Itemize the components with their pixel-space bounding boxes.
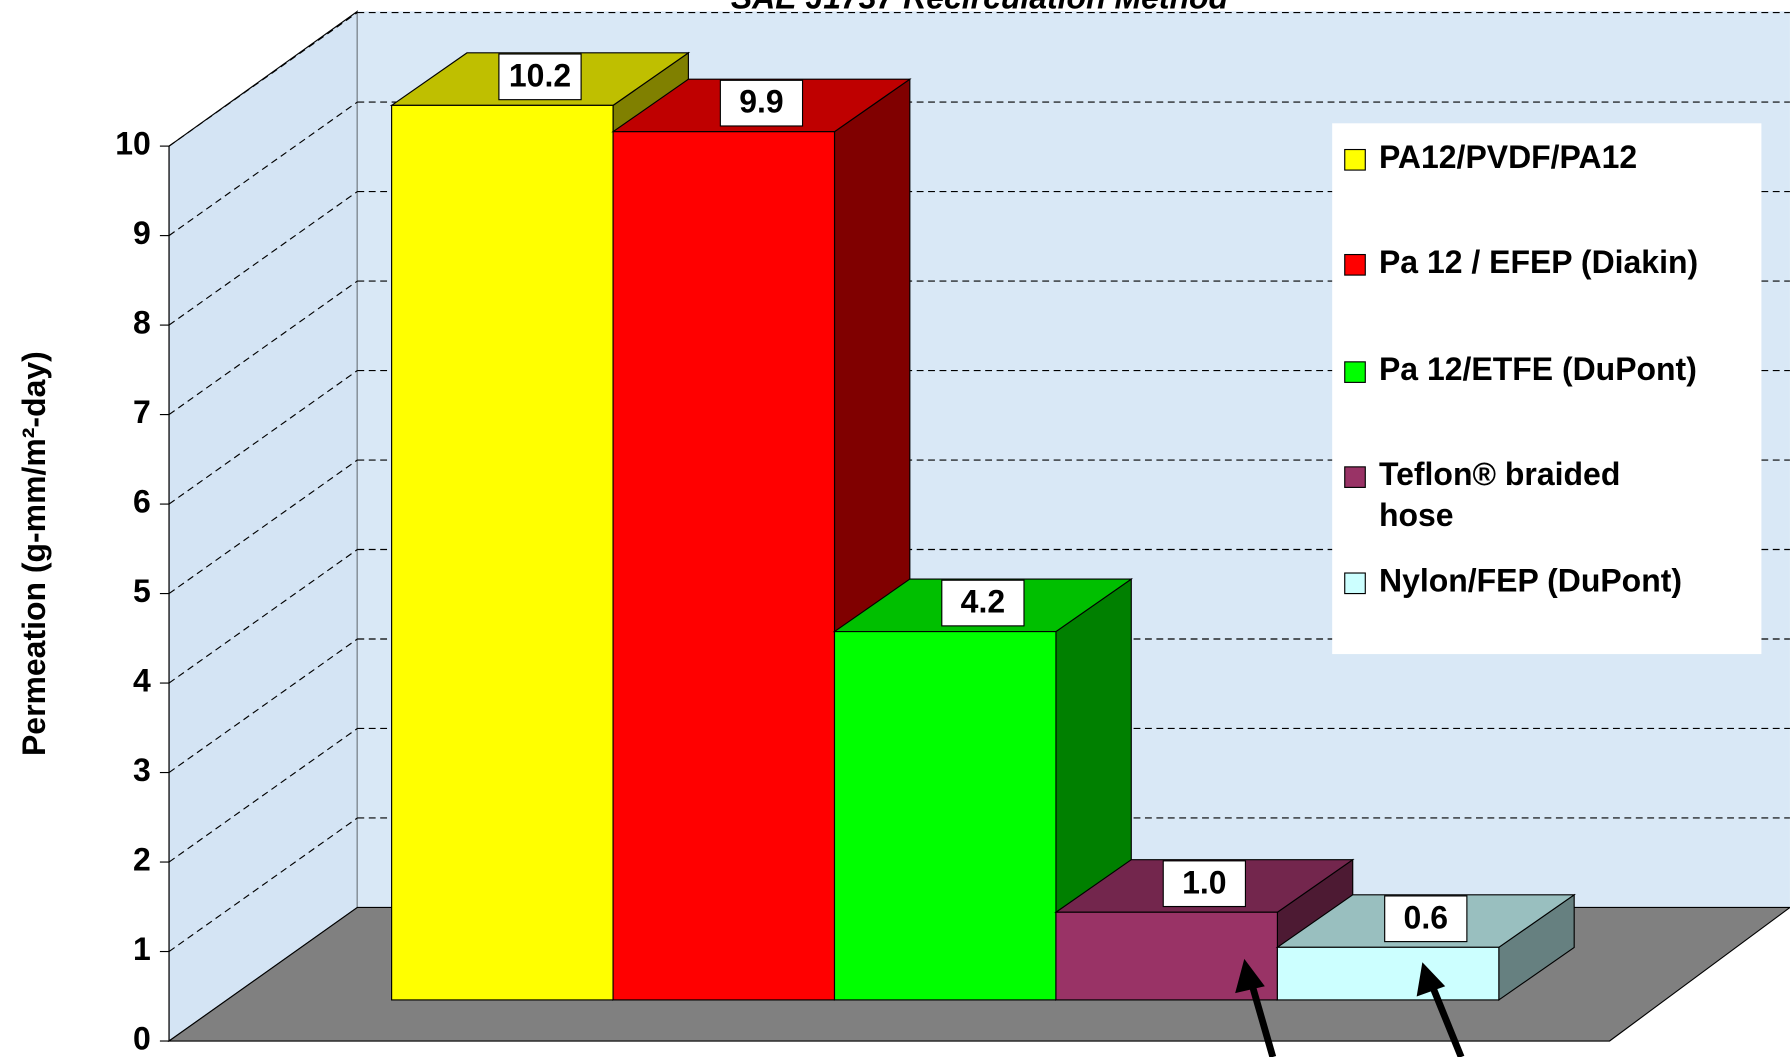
data-label-box (498, 53, 582, 101)
y-tick-label: 5 (133, 573, 151, 609)
legend-label: Nylon/FEP (DuPont) (1378, 562, 1683, 599)
legend-label: PA12/PVDF/PA12 (1378, 139, 1638, 175)
legend (1332, 123, 1762, 655)
grid-line (168, 817, 358, 952)
grid-line (168, 459, 358, 595)
chart-title: SAE J1737 Recirculation Method (731, 0, 1230, 15)
grid-line (168, 728, 358, 863)
legend-entry: Teflon® braided hose (1378, 456, 1621, 534)
legend-label: Teflon® braided hose (1378, 456, 1621, 534)
data-label: 4.2 (961, 584, 1005, 620)
y-axis-label: Permeation (g-mm/m²-day) (16, 351, 52, 756)
data-label-box (1162, 860, 1247, 908)
data-label: 9.9 (739, 84, 783, 120)
legend-swatch (1344, 148, 1366, 171)
y-tick-label: 10 (115, 126, 151, 162)
y-tick-label: 1 (133, 931, 151, 967)
y-tick-label: 0 (133, 1020, 151, 1056)
y-tick-label: 4 (133, 662, 151, 698)
data-label: 1.0 (1182, 864, 1226, 900)
arrow-head (1235, 958, 1265, 994)
arrow (1247, 980, 1277, 1057)
y-tick-label: 7 (133, 394, 151, 430)
grid-line (168, 280, 358, 416)
data-label: 10.2 (509, 57, 571, 93)
bar-front (612, 131, 836, 1001)
data-label-box (941, 579, 1025, 627)
legend-label: Pa 12 / EFEP (Diakin) (1378, 244, 1699, 280)
arrow (1428, 982, 1465, 1057)
grid-line (168, 191, 358, 326)
y-tick-label: 6 (133, 484, 151, 520)
grid-line (168, 12, 358, 147)
legend-swatch (1344, 253, 1366, 276)
legend-swatch (1344, 572, 1366, 595)
arrows (1235, 958, 1465, 1057)
y-tick-label: 9 (133, 215, 151, 251)
y-tick-label: 2 (133, 841, 151, 877)
legend-entry: PA12/PVDF/PA12 (1378, 139, 1638, 175)
grid-line (168, 549, 358, 684)
legend-swatch (1344, 466, 1366, 488)
y-tick-label: 8 (133, 305, 151, 341)
bar: 0.6 (1275, 893, 1576, 1002)
data-label-box (719, 79, 804, 127)
legend-entry: Pa 12 / EFEP (Diakin) (1378, 244, 1699, 280)
bar-front (833, 631, 1057, 1001)
legend-label: Pa 12/ETFE (DuPont) (1378, 351, 1697, 387)
legend-entry: Pa 12/ETFE (DuPont) (1378, 351, 1697, 387)
grid-line (168, 370, 358, 505)
data-label-box (1384, 895, 1468, 943)
arrow-head (1416, 962, 1446, 997)
grid-line (168, 638, 358, 774)
bar-front (391, 104, 614, 1001)
bar-front (1276, 946, 1500, 1001)
legend-entry: Nylon/FEP (DuPont) (1378, 562, 1683, 599)
data-label: 0.6 (1404, 899, 1448, 935)
grid-line (168, 101, 358, 237)
y-tick-label: 3 (133, 752, 151, 788)
legend-swatch (1344, 361, 1366, 383)
